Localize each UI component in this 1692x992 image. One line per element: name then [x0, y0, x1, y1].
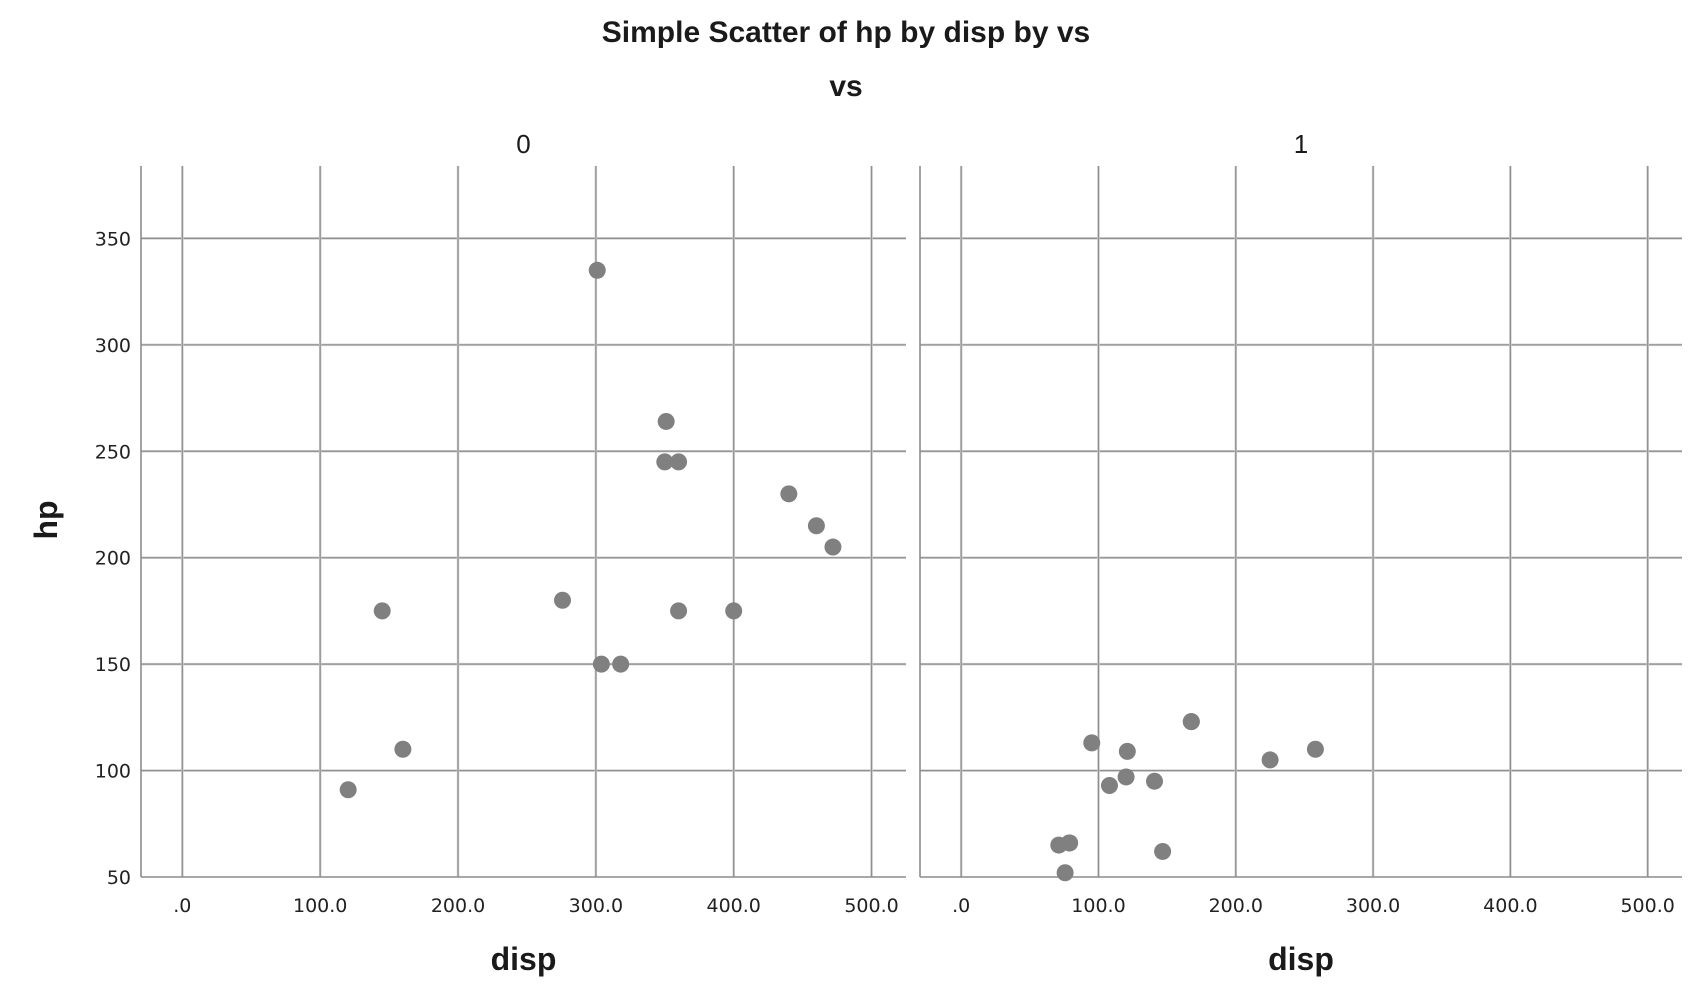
data-point [670, 602, 688, 620]
y-tick-label: 350 [95, 228, 131, 250]
x-tick-label: 200.0 [1209, 895, 1263, 917]
panel-1: 1 .0 100.0 200.0 300.0 400.0 500.0 disp [919, 129, 1682, 977]
panels: 0.0 100.0 200.0 300.0 400.0 500.0disp50100150… [95, 129, 1682, 977]
data-point [373, 602, 391, 620]
x-tick-label: 400.0 [1483, 895, 1537, 917]
x-axis-title: disp [491, 941, 557, 977]
panel-label: 0 [516, 129, 530, 159]
y-tick-label: 250 [95, 441, 131, 463]
y-tick-label: 50 [107, 867, 131, 889]
data-point [1100, 776, 1118, 794]
data-point [1061, 834, 1079, 852]
y-tick-label: 150 [95, 654, 131, 676]
data-point [592, 655, 610, 673]
y-axis-title: hp [28, 500, 64, 539]
x-tick-label: 400.0 [706, 895, 760, 917]
data-point [1182, 713, 1200, 731]
x-tick-label: 500.0 [844, 895, 898, 917]
data-point [554, 591, 572, 609]
x-tick-label: .0 [952, 895, 970, 917]
data-point [780, 485, 798, 503]
panel-label: 1 [1294, 129, 1308, 159]
x-tick-label: .0 [173, 895, 191, 917]
data-point [1083, 734, 1101, 752]
data-point [1306, 740, 1324, 758]
data-point [394, 740, 412, 758]
data-point [670, 453, 688, 471]
y-tick-label: 100 [95, 761, 131, 783]
data-point [807, 517, 825, 535]
data-point [1261, 751, 1279, 769]
data-point [1118, 742, 1136, 760]
panel-0: 0 .0 100.0 200.0 300.0 400.0 500.0 disp 50 100 150… [95, 129, 906, 977]
chart-title: Simple Scatter of hp by disp by vs [602, 16, 1090, 49]
x-tick-label: 100.0 [293, 895, 347, 917]
x-tick-label: 100.0 [1071, 895, 1125, 917]
x-tick-label: 200.0 [431, 895, 485, 917]
data-point [1117, 768, 1135, 786]
y-tick-label: 200 [95, 548, 131, 570]
data-point [656, 453, 674, 471]
data-point [1154, 842, 1172, 860]
y-tick-label: 300 [95, 335, 131, 357]
data-point [588, 261, 606, 279]
data-point [657, 412, 675, 430]
x-tick-label: 300.0 [569, 895, 623, 917]
data-point [725, 602, 743, 620]
x-tick-label: 500.0 [1620, 895, 1674, 917]
data-point [1056, 864, 1074, 882]
data-point [612, 655, 630, 673]
x-tick-label: 300.0 [1346, 895, 1400, 917]
data-point [824, 538, 842, 556]
panel-variable-label: vs [829, 70, 862, 103]
data-point [1146, 772, 1164, 790]
data-point [339, 781, 357, 799]
x-axis-title: disp [1268, 941, 1334, 977]
